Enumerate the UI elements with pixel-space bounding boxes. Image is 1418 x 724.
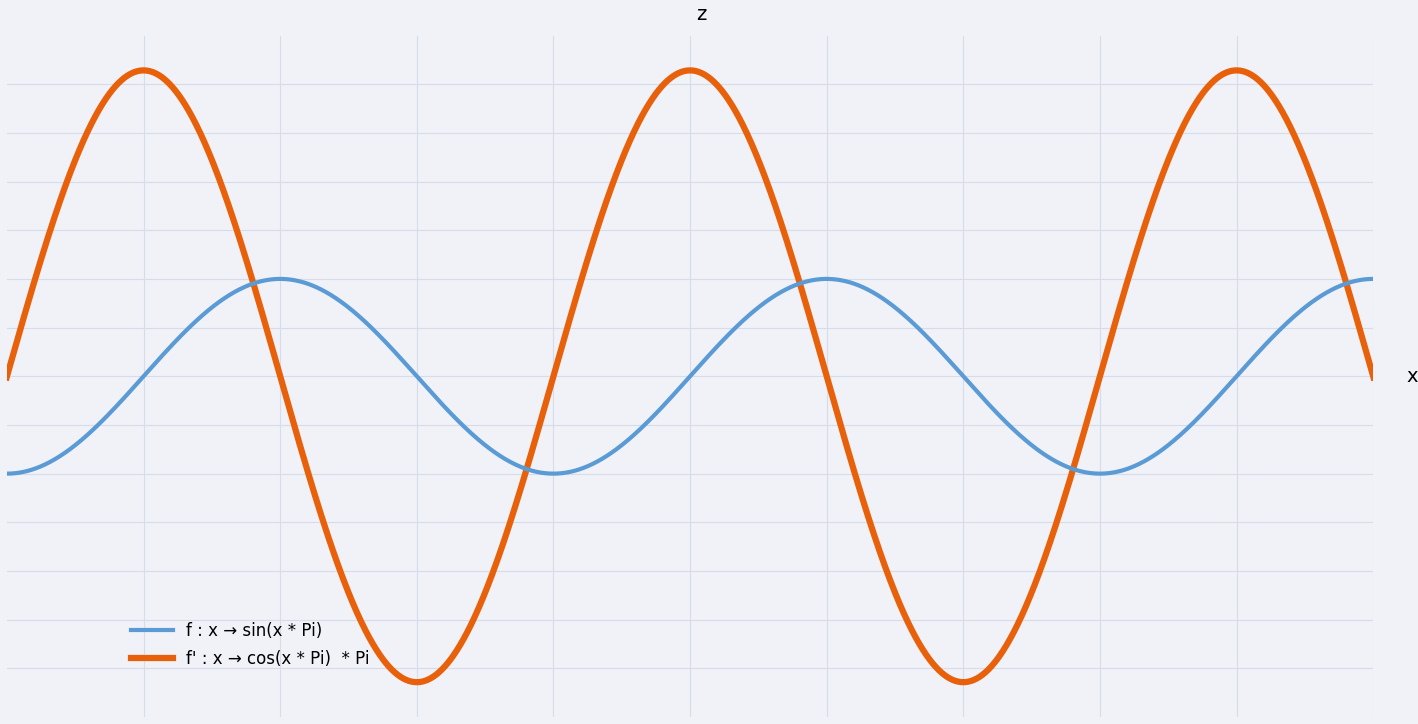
Legend: f : x → sin(x * Pi), f' : x → cos(x * Pi)  * Pi: f : x → sin(x * Pi), f' : x → cos(x * Pi… bbox=[125, 615, 376, 675]
Text: z: z bbox=[696, 5, 706, 24]
Text: x: x bbox=[1407, 367, 1418, 386]
